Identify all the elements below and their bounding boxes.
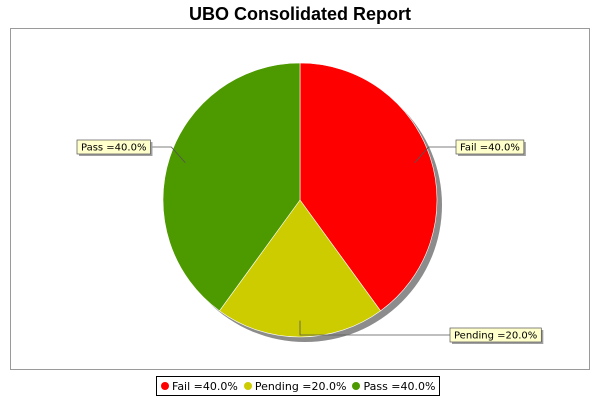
legend-item-fail: Fail =40.0% xyxy=(161,380,238,393)
leader-lines xyxy=(150,146,456,336)
slice-label-pass: Pass =40.0% xyxy=(76,139,153,156)
legend-swatch-fail xyxy=(161,382,169,390)
pie-slices xyxy=(162,62,438,338)
slice-label-box-pass xyxy=(76,139,151,155)
slice-label-text-pending: Pending =20.0% xyxy=(454,331,537,342)
slice-label-fail: Fail =40.0% xyxy=(455,139,526,156)
legend-label-pending: Pending =20.0% xyxy=(254,379,347,393)
legend-label-pass: Pass =40.0% xyxy=(363,379,436,393)
leader-line-pass xyxy=(150,146,186,163)
chart-title: UBO Consolidated Report xyxy=(188,4,411,24)
slice-label-box-pending xyxy=(449,327,542,343)
slice-label-pending: Pending =20.0% xyxy=(449,327,544,344)
leader-line-fail xyxy=(414,146,456,163)
slice-label-text-pass: Pass =40.0% xyxy=(81,143,146,154)
pie-slice-pass xyxy=(162,62,301,312)
slice-label-box-fail xyxy=(455,139,525,155)
slice-labels: Fail =40.0% Pending =20.0% Pass =40.0% xyxy=(76,139,544,344)
legend-label-fail: Fail =40.0% xyxy=(172,379,238,393)
pie-slice-pending xyxy=(219,199,381,338)
legend-swatch-pass xyxy=(352,382,361,390)
leader-line-pending xyxy=(299,320,450,336)
legend-swatch-pending xyxy=(243,382,252,390)
legend: Fail =40.0% Pending =20.0% Pass =40.0% xyxy=(156,376,441,396)
slice-label-text-fail: Fail =40.0% xyxy=(460,143,520,154)
legend-item-pending: Pending =20.0% xyxy=(243,379,347,393)
legend-item-pass: Pass =40.0% xyxy=(352,380,435,393)
pie-slice-fail xyxy=(299,62,438,312)
